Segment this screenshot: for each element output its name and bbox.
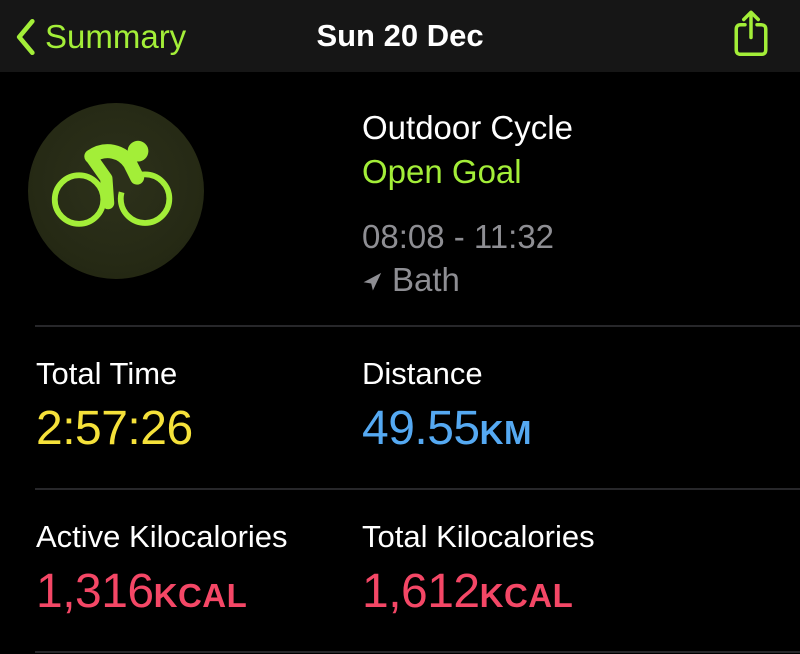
stat-value: 1,612KCAL [362,563,800,625]
divider [35,651,800,653]
share-button[interactable] [720,8,800,64]
chevron-left-icon [15,17,36,56]
stats-row-1: Total Time 2:57:26 Distance 49.55KM [0,327,800,488]
stat-unit: KCAL [479,577,574,614]
stat-number: 2:57:26 [36,402,193,455]
navigation-bar: Summary Sun 20 Dec [0,0,800,72]
location-arrow-icon [362,268,383,292]
workout-meta: 08:08 - 11:32 Bath [362,215,573,301]
stat-label: Active Kilocalories [36,519,288,554]
stat-active-kilocalories: Active Kilocalories 1,316KCAL [36,518,362,625]
stat-number: 49.55 [362,402,480,455]
stat-label: Total Kilocalories [362,519,595,554]
stat-value: 1,316KCAL [36,563,362,625]
workout-location: Bath [362,258,573,301]
share-icon [730,8,772,64]
workout-type: Outdoor Cycle [362,109,573,146]
cycling-icon [28,101,204,282]
workout-summary-header: Outdoor Cycle Open Goal 08:08 - 11:32 Ba… [0,72,800,325]
stat-unit: KCAL [153,577,248,614]
workout-goal: Open Goal [362,153,522,190]
back-button-label: Summary [45,17,187,55]
workout-location-label: Bath [392,261,460,298]
workout-time-range: 08:08 - 11:32 [362,218,555,255]
stat-number: 1,316 [36,565,154,618]
divider [35,325,800,327]
stat-total-kilocalories: Total Kilocalories 1,612KCAL [362,518,800,625]
stat-distance: Distance 49.55KM [362,355,800,462]
stats-row-2: Active Kilocalories 1,316KCAL Total Kilo… [0,490,800,651]
stat-number: 1,612 [362,565,480,618]
divider [35,488,800,490]
stat-total-time: Total Time 2:57:26 [36,355,362,462]
stat-value: 2:57:26 [36,400,362,462]
stat-value: 49.55KM [362,400,800,462]
back-button[interactable]: Summary [0,17,196,56]
workout-icon-circle [28,103,204,279]
stat-unit: KM [479,414,532,451]
stat-label: Total Time [36,356,178,391]
workout-info: Outdoor Cycle Open Goal 08:08 - 11:32 Ba… [362,103,573,301]
stat-label: Distance [362,356,483,391]
